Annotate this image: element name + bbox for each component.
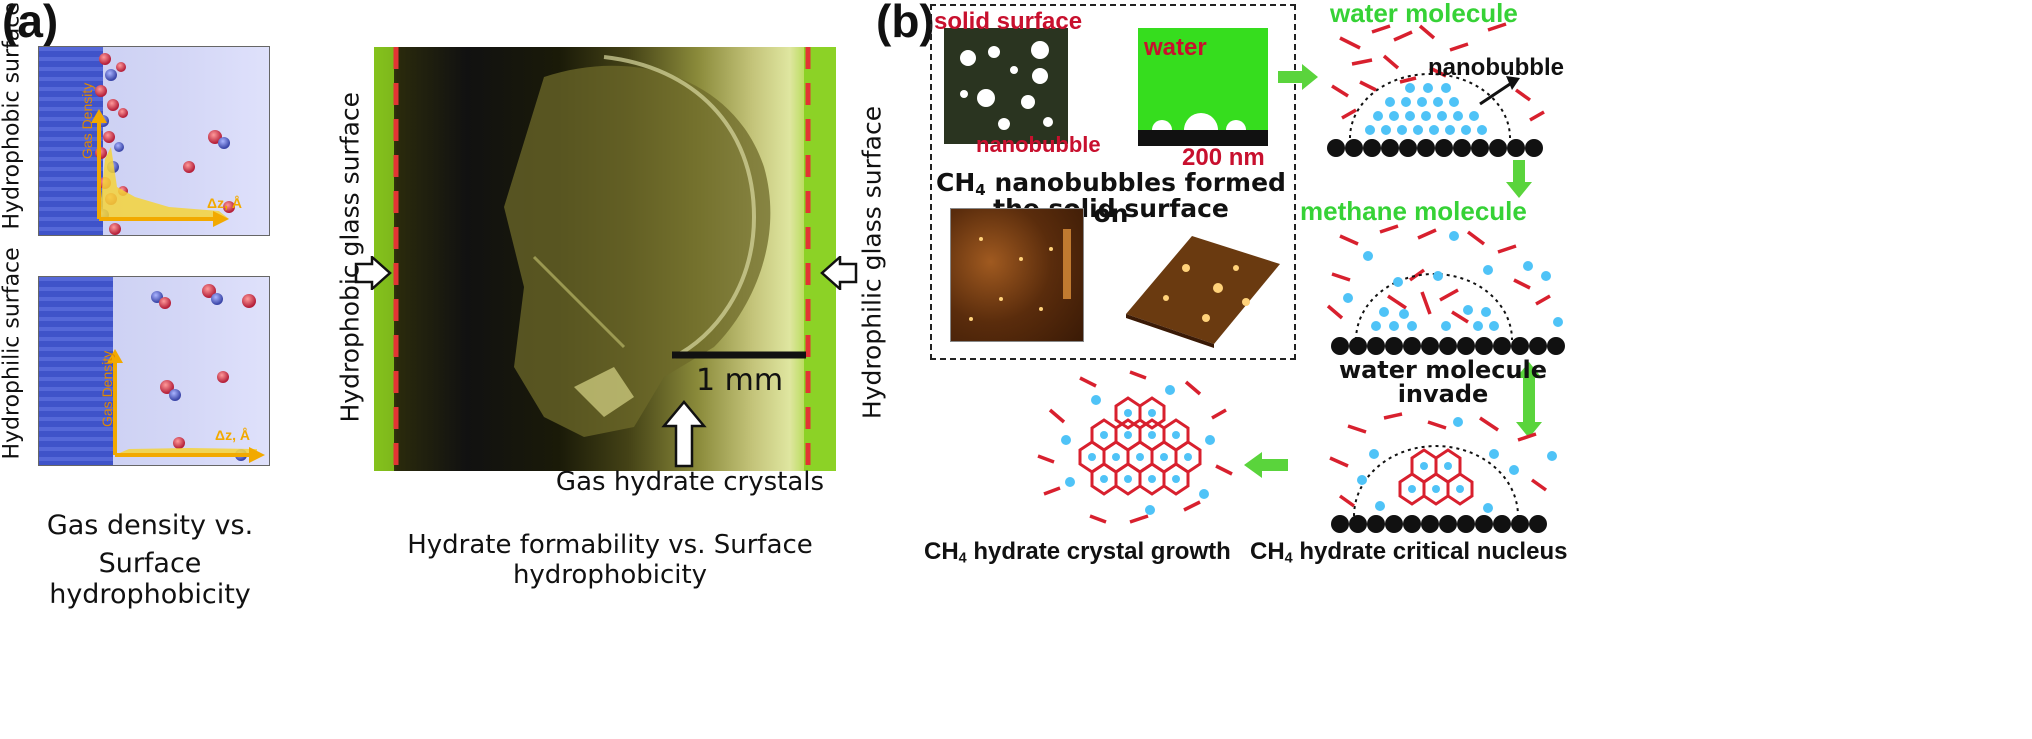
hydrophilic-simulation-graphic bbox=[39, 277, 265, 465]
right-wall-arrow-icon bbox=[820, 256, 858, 290]
hydrate-formability-caption: Hydrate formability vs. Surface hydropho… bbox=[407, 530, 813, 590]
afm-3d-image bbox=[1126, 236, 1280, 348]
surface-atoms-stage1 bbox=[1327, 139, 1543, 157]
water-molecules-stage1 bbox=[1331, 22, 1545, 122]
methane-dots-stage1 bbox=[1365, 83, 1487, 135]
process-arrow-left-icon bbox=[1244, 452, 1288, 478]
dz-axis-label-bottom: Δz, Å bbox=[215, 427, 250, 443]
left-wall-arrow-icon bbox=[354, 256, 392, 290]
hydrophilic-simulation-box: Gas Density Δz, Å bbox=[38, 276, 270, 466]
hydrate-photo: 1 mm bbox=[374, 47, 836, 471]
water-invade-label-line2: invade bbox=[1397, 380, 1489, 408]
stage-crystal-growth-diagram bbox=[1037, 370, 1233, 524]
crystal-hex-lattice bbox=[1078, 396, 1202, 496]
water-inset bbox=[1138, 28, 1268, 146]
critical-nucleus-label: CH4 hydrate critical nucleus bbox=[1250, 538, 1568, 567]
hydrate-crystal-mass bbox=[504, 65, 771, 437]
hydrophobic-simulation-graphic bbox=[39, 47, 235, 235]
water-inset-label: water bbox=[1144, 34, 1207, 61]
gas-density-caption-line2: Surface hydrophobicity bbox=[49, 548, 251, 610]
hydrophobic-simulation-box: Gas Density Δz, Å bbox=[38, 46, 270, 236]
panel-a-label: (a) bbox=[2, 0, 59, 47]
panel-b-label: (b) bbox=[876, 0, 935, 47]
hydrophilic-surface-label: Hydrophilic surface bbox=[0, 247, 25, 460]
gas-hydrate-crystals-label: Gas hydrate crystals bbox=[555, 467, 825, 497]
crystals-arrow-icon bbox=[661, 400, 707, 468]
nanobubbles-caption-line1: CH4 nanobubbles formed on bbox=[936, 168, 1286, 228]
methane-molecule-label: methane molecule bbox=[1300, 196, 1527, 226]
solid-surface-label: solid surface bbox=[934, 8, 1083, 35]
stage-nanobubble-diagram bbox=[1327, 22, 1545, 157]
gas-molecules-hydrophilic bbox=[151, 284, 256, 461]
gas-density-axis-label-bottom: Gas Density bbox=[99, 350, 115, 427]
nanobubble-inset-label: nanobubble bbox=[976, 132, 1101, 157]
scale-200nm-label: 200 nm bbox=[1182, 144, 1265, 171]
stage-methane-diagram bbox=[1326, 224, 1565, 355]
water-molecule-label: water molecule bbox=[1330, 0, 1518, 28]
scale-bar-label: 1 mm bbox=[696, 363, 784, 398]
process-arrow-down-icon bbox=[1506, 160, 1532, 198]
nanobubble-inset-box bbox=[930, 4, 1296, 360]
hydrophobic-glass-surface-label: Hydrophobic glass surface bbox=[335, 91, 365, 423]
water-invade-label-line1: water molecule bbox=[1338, 356, 1548, 384]
process-arrow-right-icon bbox=[1278, 64, 1318, 90]
crystal-growth-label: CH4 hydrate crystal growth bbox=[924, 538, 1231, 567]
gas-density-axis-label-top: Gas Density bbox=[79, 82, 95, 159]
stage-critical-nucleus-diagram bbox=[1329, 412, 1557, 533]
gas-density-plot-flat bbox=[107, 349, 265, 463]
afm-2d-image bbox=[950, 208, 1084, 342]
hydrophilic-glass-surface-label: Hydrophilic glass surface bbox=[857, 105, 887, 420]
process-arrow-bidirectional-icon bbox=[1516, 362, 1542, 438]
gas-density-caption-line1: Gas density vs. bbox=[46, 510, 254, 541]
nucleus-hex-cage bbox=[1398, 448, 1474, 506]
solid-surface-inset bbox=[944, 28, 1068, 144]
hydrophobic-surface-label: Hydrophobic surface bbox=[0, 2, 25, 230]
hydrate-photo-graphic bbox=[374, 47, 836, 471]
dz-axis-label-top: Δz, Å bbox=[207, 195, 242, 211]
gas-density-plot bbox=[91, 109, 229, 227]
nanobubble-label: nanobubble bbox=[1428, 54, 1564, 81]
